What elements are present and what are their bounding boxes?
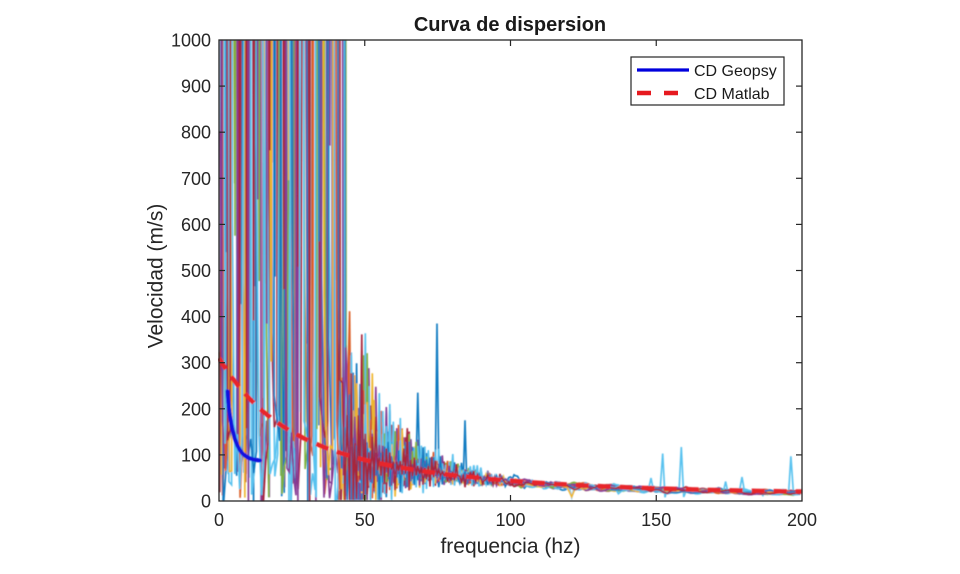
svg-text:100: 100 bbox=[181, 445, 211, 465]
svg-text:500: 500 bbox=[181, 261, 211, 281]
svg-text:Curva de dispersion: Curva de dispersion bbox=[414, 14, 606, 36]
svg-text:Velocidad (m/s): Velocidad (m/s) bbox=[145, 204, 168, 349]
svg-text:CD Matlab: CD Matlab bbox=[694, 86, 770, 103]
svg-text:700: 700 bbox=[181, 169, 211, 189]
svg-text:0: 0 bbox=[214, 510, 224, 530]
svg-text:CD Geopsy: CD Geopsy bbox=[694, 63, 777, 80]
svg-text:200: 200 bbox=[787, 510, 817, 530]
svg-text:300: 300 bbox=[181, 353, 211, 373]
svg-text:frequencia (hz): frequencia (hz) bbox=[440, 535, 580, 558]
svg-text:1000: 1000 bbox=[171, 31, 211, 51]
svg-text:600: 600 bbox=[181, 215, 211, 235]
svg-text:900: 900 bbox=[181, 77, 211, 97]
svg-text:150: 150 bbox=[641, 510, 671, 530]
svg-text:0: 0 bbox=[201, 492, 211, 512]
svg-text:50: 50 bbox=[355, 510, 375, 530]
svg-text:400: 400 bbox=[181, 307, 211, 327]
svg-text:100: 100 bbox=[495, 510, 525, 530]
svg-text:800: 800 bbox=[181, 123, 211, 143]
svg-text:200: 200 bbox=[181, 399, 211, 419]
